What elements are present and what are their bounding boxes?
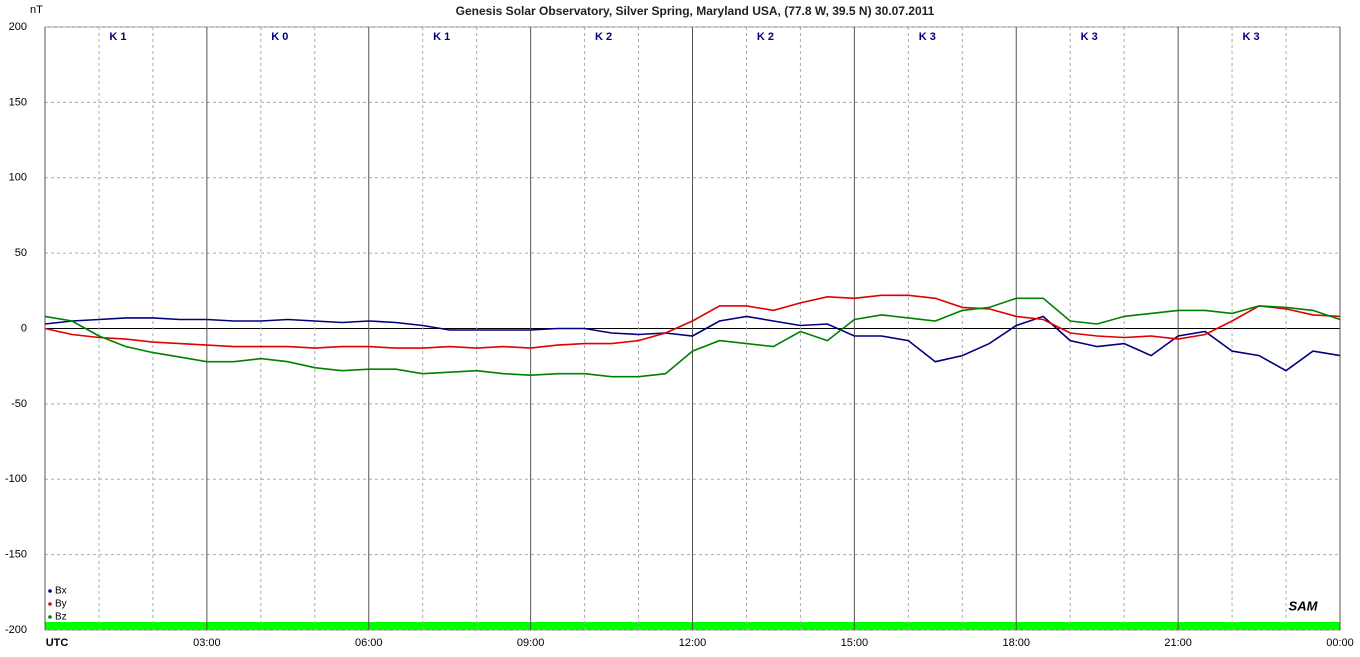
series-line <box>44 294 1341 349</box>
legend-label: Bz <box>55 612 67 623</box>
legend-marker <box>48 589 52 593</box>
legend-marker <box>48 602 52 606</box>
x-tick-label: 21:00 <box>1164 637 1192 649</box>
y-tick-label: -100 <box>5 473 27 485</box>
k-index-label: K 2 <box>757 31 774 43</box>
y-tick-label: -200 <box>5 624 27 636</box>
x-tick-label: 03:00 <box>193 637 221 649</box>
y-tick-label: 100 <box>9 172 27 184</box>
legend-label: By <box>55 599 67 610</box>
series-line <box>44 297 1341 378</box>
k-index-label: K 0 <box>271 31 288 43</box>
x-tick-label: 18:00 <box>1002 637 1030 649</box>
k-index-label: K 3 <box>1081 31 1098 43</box>
y-tick-label: -150 <box>5 549 27 561</box>
legend-label: Bx <box>55 586 67 597</box>
y-tick-label: 200 <box>9 21 27 33</box>
k-index-label: K 3 <box>919 31 936 43</box>
k-index-label: K 3 <box>1243 31 1260 43</box>
y-axis-label: nT <box>30 4 43 16</box>
y-tick-label: 50 <box>15 247 27 259</box>
logo: SAM <box>1289 598 1319 613</box>
y-tick-label: 0 <box>21 322 27 334</box>
chart-title: Genesis Solar Observatory, Silver Spring… <box>456 4 935 18</box>
y-tick-label: -50 <box>11 398 27 410</box>
x-tick-label: 12:00 <box>679 637 707 649</box>
k-index-label: K 2 <box>595 31 612 43</box>
x-tick-label: UTC <box>46 637 69 649</box>
x-tick-label: 00:00 <box>1326 637 1354 649</box>
series-line <box>44 315 1341 372</box>
x-tick-label: 15:00 <box>841 637 869 649</box>
k-index-label: K 1 <box>433 31 450 43</box>
y-tick-label: 150 <box>9 96 27 108</box>
x-tick-label: 09:00 <box>517 637 545 649</box>
x-tick-label: 06:00 <box>355 637 383 649</box>
legend-marker <box>48 615 52 619</box>
k-index-label: K 1 <box>109 31 126 43</box>
